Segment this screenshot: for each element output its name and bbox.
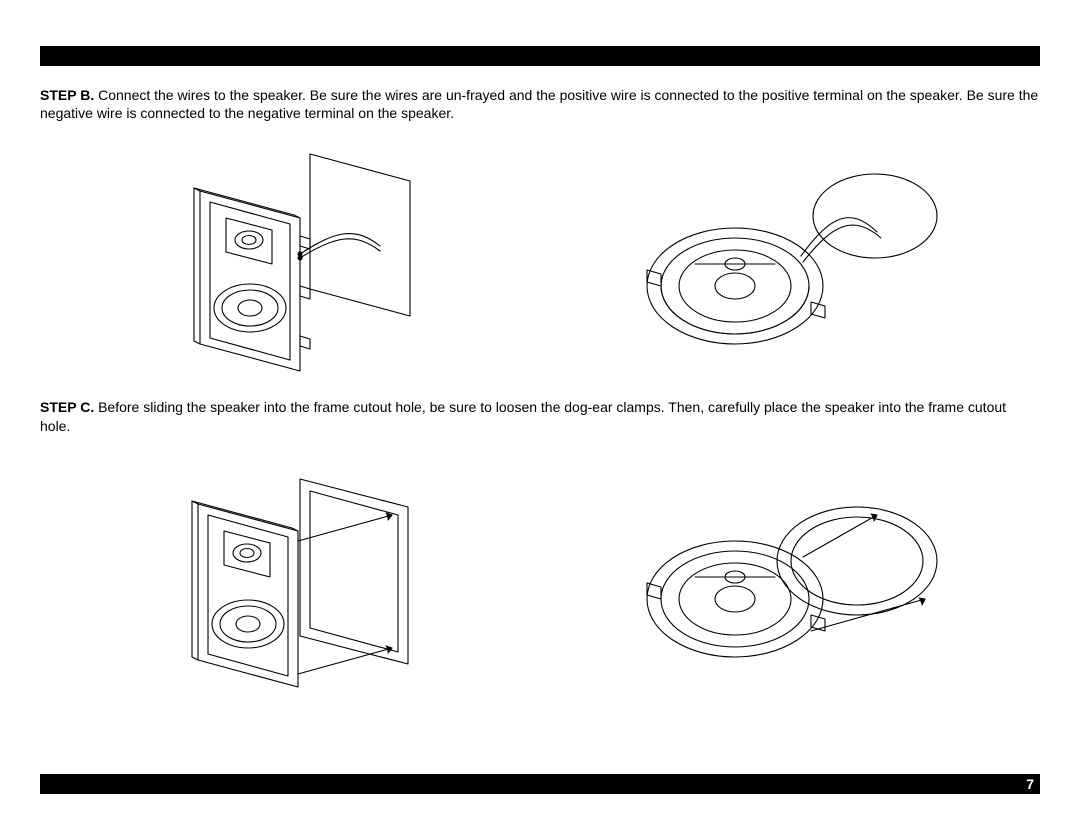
step-c-figure-right	[540, 459, 1040, 689]
step-c-figures-row	[40, 449, 1040, 699]
top-rule-bar	[40, 46, 1040, 66]
inceiling-speaker-insert-diagram	[625, 459, 955, 689]
page: STEP B. Connect the wires to the speaker…	[0, 0, 1080, 834]
step-b-figures-row	[40, 136, 1040, 376]
step-b-paragraph: STEP B. Connect the wires to the speaker…	[40, 86, 1040, 122]
step-b-figure-left	[40, 136, 540, 376]
page-number: 7	[1026, 774, 1034, 794]
step-b-text: Connect the wires to the speaker. Be sur…	[40, 87, 1038, 121]
step-b-label: STEP B.	[40, 87, 94, 103]
inwall-speaker-insert-diagram	[140, 449, 440, 699]
step-c-text: Before sliding the speaker into the fram…	[40, 399, 1006, 433]
inwall-speaker-wire-diagram	[140, 136, 440, 376]
step-b-figure-right	[540, 146, 1040, 366]
step-c-label: STEP C.	[40, 399, 94, 415]
step-c-figure-left	[40, 449, 540, 699]
inceiling-speaker-wire-diagram	[625, 146, 955, 366]
bottom-rule-bar	[40, 774, 1040, 794]
step-c-paragraph: STEP C. Before sliding the speaker into …	[40, 398, 1040, 434]
content-area: STEP B. Connect the wires to the speaker…	[40, 86, 1040, 721]
